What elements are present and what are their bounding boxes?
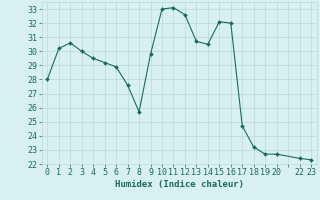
X-axis label: Humidex (Indice chaleur): Humidex (Indice chaleur) [115,180,244,189]
